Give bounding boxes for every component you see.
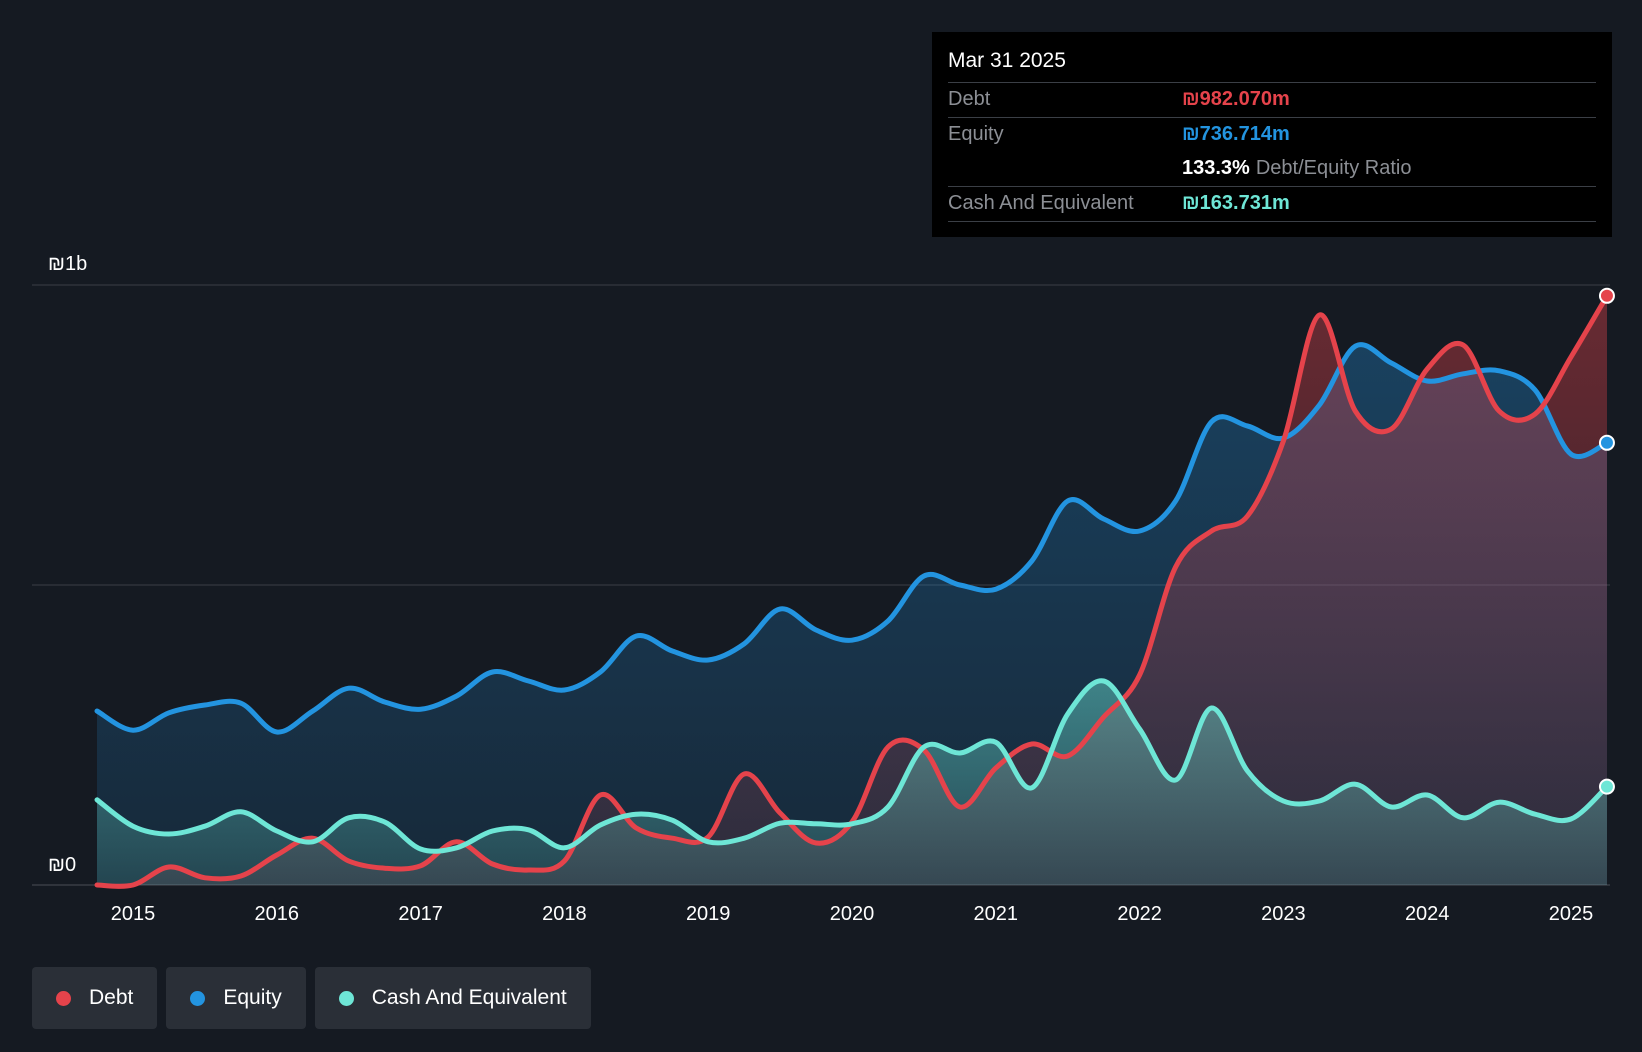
x-tick-label-2020: 2020 (830, 903, 875, 925)
legend-item-equity[interactable]: Equity (166, 967, 306, 1029)
legend: Debt Equity Cash And Equivalent (32, 967, 600, 1029)
tooltip-ratio-label: Debt/Equity Ratio (1255, 157, 1412, 179)
cash-dot-icon (338, 990, 354, 1006)
legend-equity-label: Equity (223, 986, 282, 1009)
legend-debt-label: Debt (89, 986, 134, 1009)
x-tick-label-2015: 2015 (111, 903, 156, 925)
legend-item-debt[interactable]: Debt (32, 967, 158, 1029)
x-tick-label-2025: 2025 (1549, 903, 1594, 925)
axes: ₪1b ₪0 2015 2016 2017 2018 2019 2020 2021 2022 2… (48, 253, 1593, 925)
x-tick-label-2017: 2017 (398, 903, 443, 925)
y-tick-label-top: ₪1b (48, 253, 87, 275)
tooltip-equity-label: Equity (948, 123, 1004, 145)
x-tick-label-2023: 2023 (1261, 903, 1306, 925)
cash-end-marker (1598, 778, 1615, 795)
debt-dot-icon (56, 990, 71, 1006)
legend-item-cash[interactable]: Cash And Equivalent (314, 967, 591, 1029)
end-markers (1598, 287, 1615, 795)
tooltip-cash-value: ₪163.731m (1182, 192, 1290, 214)
tooltip-debt-label: Debt (948, 88, 991, 110)
tooltip-ratio-row: 133.3% Debt/Equity Ratio (948, 152, 1596, 186)
x-tick-label-2019: 2019 (686, 903, 731, 925)
tooltip-date: Mar 31 2025 (948, 49, 1066, 72)
tooltip-panel: Mar 31 2025 Debt ₪982.070m Equity ₪736.7… (932, 32, 1612, 237)
debt-end-marker (1598, 287, 1615, 304)
debt-line (94, 293, 1610, 889)
equity-line (94, 342, 1610, 735)
cash-line (94, 678, 1610, 854)
legend-cash-label: Cash And Equivalent (371, 986, 567, 1009)
y-tick-label-zero: ₪0 (48, 854, 76, 876)
tooltip-cash-row: Cash And Equivalent ₪163.731m (948, 186, 1596, 222)
tooltip-cash-label: Cash And Equivalent (948, 192, 1134, 214)
series-lines (94, 293, 1610, 889)
x-tick-label-2021: 2021 (974, 903, 1019, 925)
x-tick-label-2018: 2018 (542, 903, 587, 925)
tooltip-ratio-value: 133.3% (1182, 157, 1250, 179)
equity-end-marker (1598, 434, 1615, 451)
series-areas (97, 295, 1607, 887)
equity-dot-icon (190, 990, 206, 1006)
x-tick-label-2024: 2024 (1405, 903, 1450, 925)
x-tick-label-2016: 2016 (255, 903, 300, 925)
tooltip-equity-value: ₪736.714m (1182, 123, 1290, 145)
tooltip-debt-row: Debt ₪982.070m (948, 82, 1596, 117)
tooltip-debt-value: ₪982.070m (1182, 88, 1290, 110)
tooltip-equity-row: Equity ₪736.714m (948, 117, 1596, 152)
x-tick-label-2022: 2022 (1117, 903, 1162, 925)
cash-area (97, 680, 1607, 885)
